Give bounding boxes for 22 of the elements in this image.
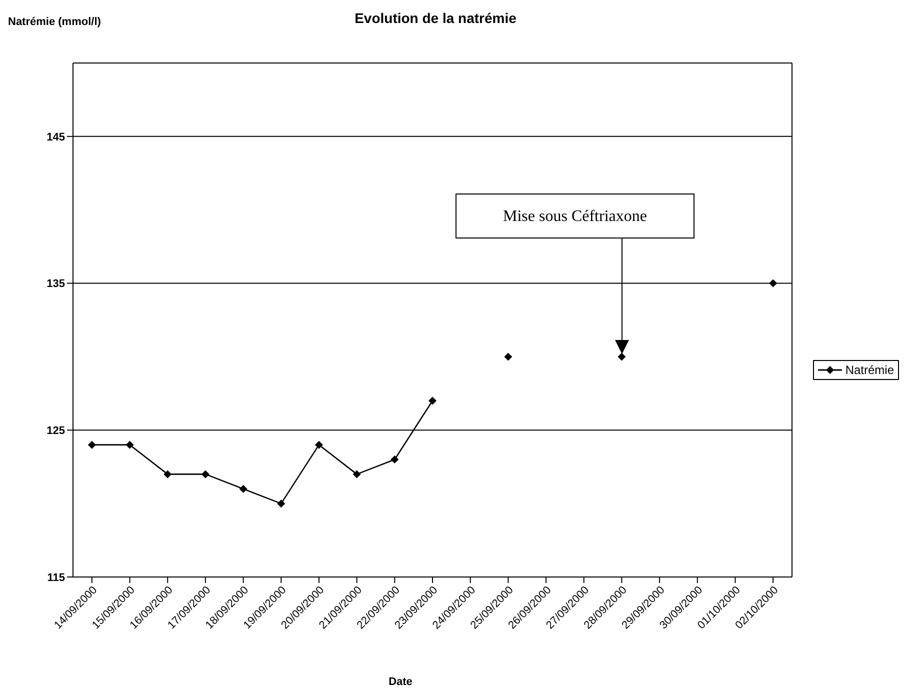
x-axis-title: Date — [388, 676, 414, 688]
point — [277, 500, 286, 508]
point — [239, 484, 248, 493]
annotation: Mise sous Céftriaxone — [503, 208, 647, 225]
point — [352, 470, 361, 478]
point — [201, 470, 210, 478]
point — [428, 396, 436, 405]
point — [88, 440, 96, 449]
point — [164, 470, 172, 478]
point — [314, 440, 323, 449]
legend-label: Natrémie — [845, 362, 894, 376]
y-axis-title: Natrémie (mmol/l) — [8, 16, 101, 28]
point — [618, 352, 626, 361]
y-tick-label: 135 — [46, 278, 65, 290]
y-tick-label: 115 — [47, 572, 65, 584]
point — [126, 440, 134, 449]
point — [504, 352, 512, 361]
point — [769, 279, 778, 288]
y-tick-label: 145 — [46, 131, 65, 144]
chart-title: Evolution de la natrémie — [354, 10, 516, 26]
point — [390, 456, 399, 464]
y-tick-label: 125 — [46, 425, 65, 438]
